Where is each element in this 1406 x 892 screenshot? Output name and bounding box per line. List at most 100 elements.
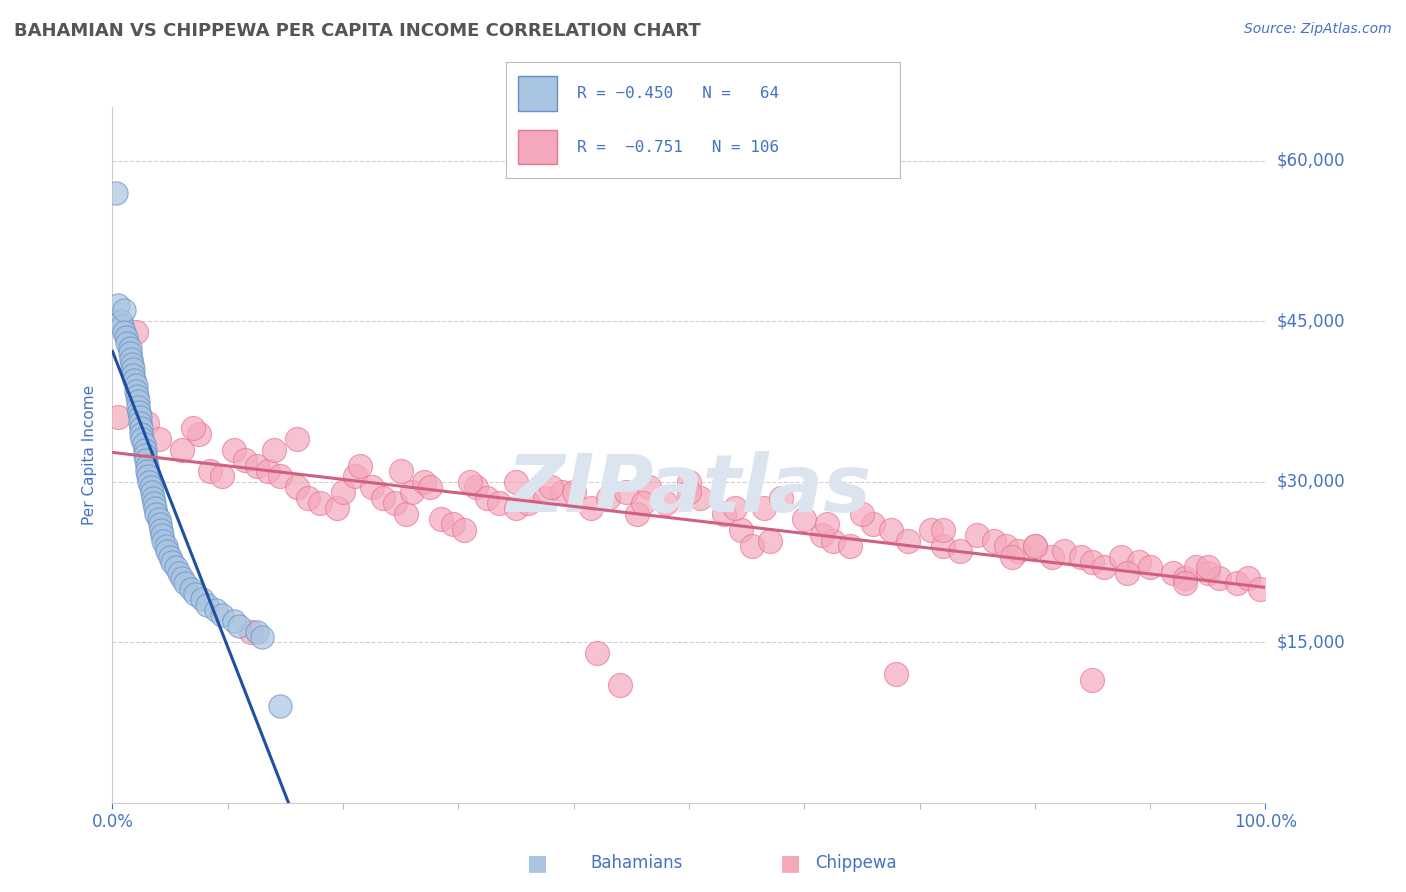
Point xyxy=(562,485,585,500)
Point xyxy=(129,416,152,430)
Point xyxy=(184,587,207,601)
Point xyxy=(488,496,510,510)
Point xyxy=(149,523,172,537)
Point xyxy=(724,501,747,516)
Point xyxy=(458,475,481,489)
Point xyxy=(135,453,157,467)
Point xyxy=(136,469,159,483)
Point xyxy=(1081,673,1104,687)
Point xyxy=(169,566,191,580)
Bar xyxy=(517,77,557,112)
Point xyxy=(758,533,780,548)
Point xyxy=(1024,539,1046,553)
Point xyxy=(285,480,308,494)
Point xyxy=(598,491,620,505)
Point xyxy=(678,485,700,500)
Point xyxy=(1128,555,1150,569)
Point xyxy=(110,314,132,328)
Point xyxy=(1249,582,1271,596)
Point xyxy=(655,496,678,510)
Point xyxy=(143,501,166,516)
Point xyxy=(637,480,659,494)
Point xyxy=(159,549,181,564)
Text: Bahamians: Bahamians xyxy=(591,855,683,872)
Point xyxy=(136,464,159,478)
Point xyxy=(1111,549,1133,564)
Point xyxy=(112,325,135,339)
Point xyxy=(793,512,815,526)
Point xyxy=(181,421,204,435)
Point xyxy=(770,491,793,505)
Text: Chippewa: Chippewa xyxy=(815,855,897,872)
Point xyxy=(741,539,763,553)
Point xyxy=(118,341,141,355)
Text: $45,000: $45,000 xyxy=(1277,312,1346,330)
Point xyxy=(475,491,498,505)
Point xyxy=(155,539,177,553)
Point xyxy=(839,539,862,553)
Point xyxy=(142,491,165,505)
Point xyxy=(389,464,412,478)
Point xyxy=(180,582,202,596)
Point xyxy=(104,186,127,200)
Point xyxy=(222,442,245,457)
Point xyxy=(269,469,291,483)
Point xyxy=(995,539,1018,553)
Point xyxy=(187,426,211,441)
Point xyxy=(453,523,475,537)
Point xyxy=(205,603,228,617)
Point xyxy=(156,544,179,558)
Point xyxy=(245,624,267,639)
Point xyxy=(880,523,903,537)
Point xyxy=(886,667,908,681)
Point xyxy=(285,432,308,446)
Point xyxy=(810,528,832,542)
Point xyxy=(1052,544,1074,558)
Point xyxy=(585,646,607,660)
Point xyxy=(540,480,562,494)
Point xyxy=(1116,566,1139,580)
Point xyxy=(112,303,135,318)
Point xyxy=(128,405,150,419)
Text: $30,000: $30,000 xyxy=(1277,473,1346,491)
Point xyxy=(129,410,152,425)
Point xyxy=(132,437,155,451)
Point xyxy=(107,410,129,425)
Point xyxy=(551,485,574,500)
Point xyxy=(129,426,153,441)
Point xyxy=(121,357,143,371)
Point xyxy=(373,491,395,505)
Point xyxy=(124,325,146,339)
Point xyxy=(1007,544,1029,558)
Point xyxy=(141,485,163,500)
Point xyxy=(131,432,153,446)
Point xyxy=(862,517,884,532)
Point xyxy=(430,512,453,526)
Point xyxy=(815,517,838,532)
Point xyxy=(222,614,245,628)
Text: ■: ■ xyxy=(527,854,548,873)
Point xyxy=(626,507,648,521)
Point xyxy=(678,475,700,489)
Point xyxy=(257,464,280,478)
Y-axis label: Per Capita Income: Per Capita Income xyxy=(82,384,97,525)
Point xyxy=(124,373,146,387)
Point xyxy=(1174,576,1197,591)
Point xyxy=(1024,539,1046,553)
Point xyxy=(1237,571,1260,585)
Point xyxy=(360,480,382,494)
Point xyxy=(1081,555,1104,569)
Point xyxy=(162,555,184,569)
Point xyxy=(1208,571,1230,585)
Text: R = −0.450   N =   64: R = −0.450 N = 64 xyxy=(576,87,779,102)
Point xyxy=(851,507,873,521)
Point xyxy=(713,507,735,521)
Point xyxy=(689,491,711,505)
Point xyxy=(125,389,148,403)
Point xyxy=(148,512,170,526)
Point xyxy=(920,523,942,537)
Point xyxy=(631,496,654,510)
Point xyxy=(931,539,953,553)
Point xyxy=(138,475,160,489)
Point xyxy=(384,496,406,510)
